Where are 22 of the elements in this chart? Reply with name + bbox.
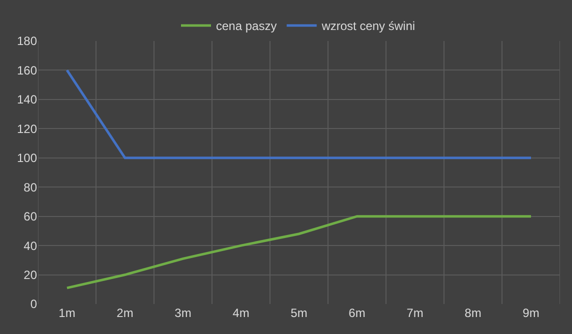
x-tick-label: 3m: [174, 306, 192, 320]
y-tick-label: 180: [16, 34, 38, 48]
x-tick-label: 2m: [116, 306, 134, 320]
line-series: [66, 215, 532, 290]
x-tick-label: 5m: [290, 306, 308, 320]
x-tick-label: 7m: [406, 306, 424, 320]
y-tick-label: 100: [16, 151, 38, 166]
y-tick-label: 40: [24, 238, 38, 253]
x-tick-label: 1m: [58, 306, 76, 320]
legend-label: wzrost ceny świni: [320, 19, 416, 34]
y-tick-label: 160: [16, 63, 38, 78]
y-tick-label: 20: [24, 268, 38, 282]
x-tick-label: 4m: [232, 306, 250, 320]
y-tick-label: 140: [16, 92, 38, 107]
legend-label: cena paszy: [216, 19, 277, 34]
x-tick-label: 8m: [464, 306, 482, 320]
y-tick-label: 0: [30, 297, 38, 312]
y-tick-label: 80: [24, 180, 38, 194]
x-tick-label: 6m: [348, 306, 366, 320]
y-tick-label: 120: [16, 122, 38, 136]
x-tick-label: 9m: [522, 306, 540, 320]
y-tick-label: 60: [24, 210, 38, 224]
